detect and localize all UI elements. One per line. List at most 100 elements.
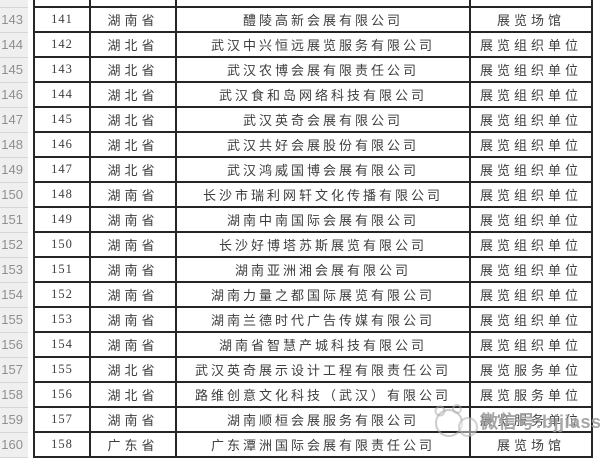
sheet-row-number-label: 149: [0, 158, 28, 183]
cell-province: 湖北省: [89, 358, 175, 383]
sheet-row-number-label: 143: [0, 8, 28, 33]
cell-category: 展览组织单位: [469, 233, 593, 258]
sheet-row-number: 151: [0, 208, 33, 233]
cell-province: 湖南省: [89, 258, 175, 283]
cell-province: 湖南省: [89, 183, 175, 208]
sheet-row-number: 155: [0, 308, 33, 333]
sheet-row-number: 156: [0, 333, 33, 358]
cell-category: 展览服务单位: [469, 383, 593, 408]
sheet-row-number-label: 159: [0, 408, 28, 433]
sheet-row-number: 159: [0, 408, 33, 433]
cell-province: 湖南省: [89, 233, 175, 258]
cell-province: 湖北省: [89, 158, 175, 183]
table-row: 151 149 湖南省 湖南中南国际会展有限公司 展览组织单位: [0, 208, 600, 233]
sheet-row-number: 147: [0, 108, 33, 133]
sheet-row-number: 154: [0, 283, 33, 308]
cell-serial: 156: [33, 383, 89, 408]
table-row: 156 154 湖南省 湖南省智慧产城科技有限公司 展览组织单位: [0, 333, 600, 358]
table-row-partial: 142: [0, 0, 600, 8]
cell-company: 湖南顺桓会展服务有限公司: [175, 408, 469, 433]
cell-serial: 149: [33, 208, 89, 233]
sheet-row-number: 142: [0, 0, 33, 8]
cell-category: 展览组织单位: [469, 33, 593, 58]
cell-province: 湖南省: [89, 333, 175, 358]
sheet-row-number-label: 160: [0, 433, 28, 458]
cell-province: [89, 0, 175, 8]
sheet-row-number: 153: [0, 258, 33, 283]
sheet-row-number: 145: [0, 58, 33, 83]
cell-serial: 152: [33, 283, 89, 308]
sheet-row-number-label: 151: [0, 208, 28, 233]
cell-serial: 150: [33, 233, 89, 258]
cell-province: 湖北省: [89, 108, 175, 133]
cell-category: 展览场馆: [469, 8, 593, 33]
cell-serial: 155: [33, 358, 89, 383]
table-row: 149 147 湖北省 武汉鸿威国博会展有限公司 展览组织单位: [0, 158, 600, 183]
cell-category: 展览组织单位: [469, 58, 593, 83]
sheet-row-number-label: 144: [0, 33, 28, 58]
table-row: 147 145 湖北省 武汉英奇会展有限公司 展览组织单位: [0, 108, 600, 133]
table-row: 148 146 湖北省 武汉共好会展股份有限公司 展览组织单位: [0, 133, 600, 158]
table-row: 152 150 湖南省 长沙好博塔苏斯展览有限公司 展览组织单位: [0, 233, 600, 258]
cell-serial: 146: [33, 133, 89, 158]
sheet-row-number-label: 145: [0, 58, 28, 83]
cell-company: 湖南亚洲湘会展有限公司: [175, 258, 469, 283]
table-row: 160 158 广东省 广东潭洲国际会展有限责任公司 展览场馆: [0, 433, 600, 458]
cell-serial: 151: [33, 258, 89, 283]
sheet-row-number: 149: [0, 158, 33, 183]
cell-province: 湖北省: [89, 133, 175, 158]
sheet-row-number-label: 146: [0, 83, 28, 108]
cell-category: 展览组织单位: [469, 158, 593, 183]
sheet-row-number-label: 156: [0, 333, 28, 358]
cell-company: 路维创意文化科技（武汉）有限公司: [175, 383, 469, 408]
watermark: 微信号:bjjiasso: [428, 396, 600, 446]
cell-category: 展览组织单位: [469, 333, 593, 358]
cell-category: 展览组织单位: [469, 208, 593, 233]
cell-category: 展览组织单位: [469, 183, 593, 208]
cell-province: 湖南省: [89, 283, 175, 308]
cell-serial: 144: [33, 83, 89, 108]
cell-company: 武汉食和岛网络科技有限公司: [175, 83, 469, 108]
cell-company: 武汉农博会展有限责任公司: [175, 58, 469, 83]
sheet-row-number-label: 147: [0, 108, 28, 133]
cell-category: 展览服务单位: [469, 408, 593, 433]
cell-company: 武汉英奇展示设计工程有限责任公司: [175, 358, 469, 383]
cell-serial: 142: [33, 33, 89, 58]
sheet-row-number: 160: [0, 433, 33, 458]
cell-province: 广东省: [89, 433, 175, 458]
cell-serial: 147: [33, 158, 89, 183]
cell-category: 展览组织单位: [469, 283, 593, 308]
cell-category: 展览场馆: [469, 433, 593, 458]
cell-category: 展览组织单位: [469, 133, 593, 158]
sheet-row-number-label: 150: [0, 183, 28, 208]
cell-province: 湖南省: [89, 308, 175, 333]
table-row: 146 144 湖北省 武汉食和岛网络科技有限公司 展览组织单位: [0, 83, 600, 108]
cell-province: 湖北省: [89, 33, 175, 58]
cell-serial: 143: [33, 58, 89, 83]
table-row: 154 152 湖南省 湖南力量之都国际展览有限公司 展览组织单位: [0, 283, 600, 308]
sheet-row-number: 148: [0, 133, 33, 158]
table-row: 159 157 湖南省 湖南顺桓会展服务有限公司 展览服务单位: [0, 408, 600, 433]
cell-serial: 153: [33, 308, 89, 333]
table-row: 150 148 湖南省 长沙市瑞利网轩文化传播有限公司 展览组织单位: [0, 183, 600, 208]
sheet-row-number-label: 152: [0, 233, 28, 258]
cell-company: 湖南力量之都国际展览有限公司: [175, 283, 469, 308]
cell-company: 武汉中兴恒远展览服务有限公司: [175, 33, 469, 58]
cell-serial: 157: [33, 408, 89, 433]
cell-company: [175, 0, 469, 8]
cell-province: 湖北省: [89, 83, 175, 108]
sheet-row-number: 152: [0, 233, 33, 258]
sheet-row-number-label: 155: [0, 308, 28, 333]
cell-province: 湖南省: [89, 408, 175, 433]
sheet-row-number: 146: [0, 83, 33, 108]
cell-company: 长沙好博塔苏斯展览有限公司: [175, 233, 469, 258]
sheet-row-number: 157: [0, 358, 33, 383]
cell-province: 湖南省: [89, 208, 175, 233]
sheet-row-number-label: 154: [0, 283, 28, 308]
cell-serial: 154: [33, 333, 89, 358]
cell-province: 湖南省: [89, 8, 175, 33]
table-row: 153 151 湖南省 湖南亚洲湘会展有限公司 展览组织单位: [0, 258, 600, 283]
table-row: 157 155 湖北省 武汉英奇展示设计工程有限责任公司 展览服务单位: [0, 358, 600, 383]
cell-serial: 145: [33, 108, 89, 133]
